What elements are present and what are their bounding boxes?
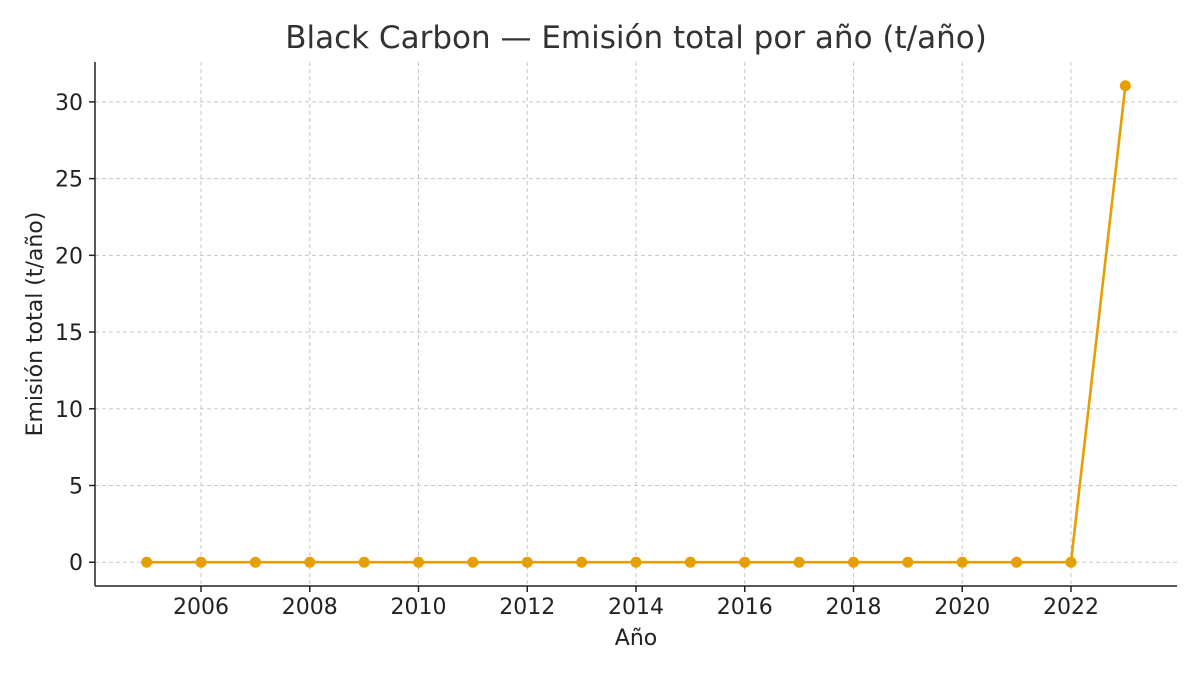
x-tick-label: 2018 bbox=[825, 595, 881, 620]
y-tick-label: 30 bbox=[55, 91, 83, 116]
y-tick-label: 10 bbox=[55, 398, 83, 423]
data-point bbox=[249, 556, 261, 568]
y-axis-label: Emisión total (t/año) bbox=[23, 212, 48, 437]
data-point bbox=[1011, 556, 1023, 568]
x-tick-label: 2014 bbox=[608, 595, 664, 620]
data-point bbox=[521, 556, 533, 568]
x-tick-label: 2020 bbox=[934, 595, 990, 620]
data-point bbox=[1119, 80, 1131, 92]
y-tick-label: 15 bbox=[55, 321, 83, 346]
x-tick-label: 2012 bbox=[499, 595, 555, 620]
x-axis-label: Año bbox=[615, 626, 657, 651]
x-tick-label: 2016 bbox=[717, 595, 773, 620]
data-point bbox=[847, 556, 859, 568]
chart-title: Black Carbon — Emisión total por año (t/… bbox=[285, 20, 987, 56]
grid-lines bbox=[95, 62, 1177, 586]
data-point bbox=[467, 556, 479, 568]
x-tick-label: 2006 bbox=[173, 595, 229, 620]
y-tick-label: 25 bbox=[55, 168, 83, 193]
data-point bbox=[195, 556, 207, 568]
x-tick-label: 2022 bbox=[1043, 595, 1099, 620]
series-layer bbox=[141, 80, 1131, 568]
y-tick-label: 5 bbox=[69, 474, 83, 499]
x-tick-label: 2010 bbox=[391, 595, 447, 620]
data-point bbox=[739, 556, 751, 568]
data-point bbox=[304, 556, 316, 568]
y-tick-label: 20 bbox=[55, 244, 83, 269]
data-point bbox=[413, 556, 425, 568]
data-point bbox=[576, 556, 588, 568]
data-point bbox=[684, 556, 696, 568]
data-point bbox=[793, 556, 805, 568]
y-tick-label: 0 bbox=[69, 551, 83, 576]
data-point bbox=[956, 556, 968, 568]
data-point bbox=[358, 556, 370, 568]
x-tick-label: 2008 bbox=[282, 595, 338, 620]
data-point bbox=[902, 556, 914, 568]
data-point bbox=[630, 556, 642, 568]
tick-layer: 2006 2008 2010 2012 2014 2016 2018 2020 2022 0 5 10… bbox=[55, 91, 1099, 620]
data-point bbox=[141, 556, 153, 568]
data-point bbox=[1065, 556, 1077, 568]
